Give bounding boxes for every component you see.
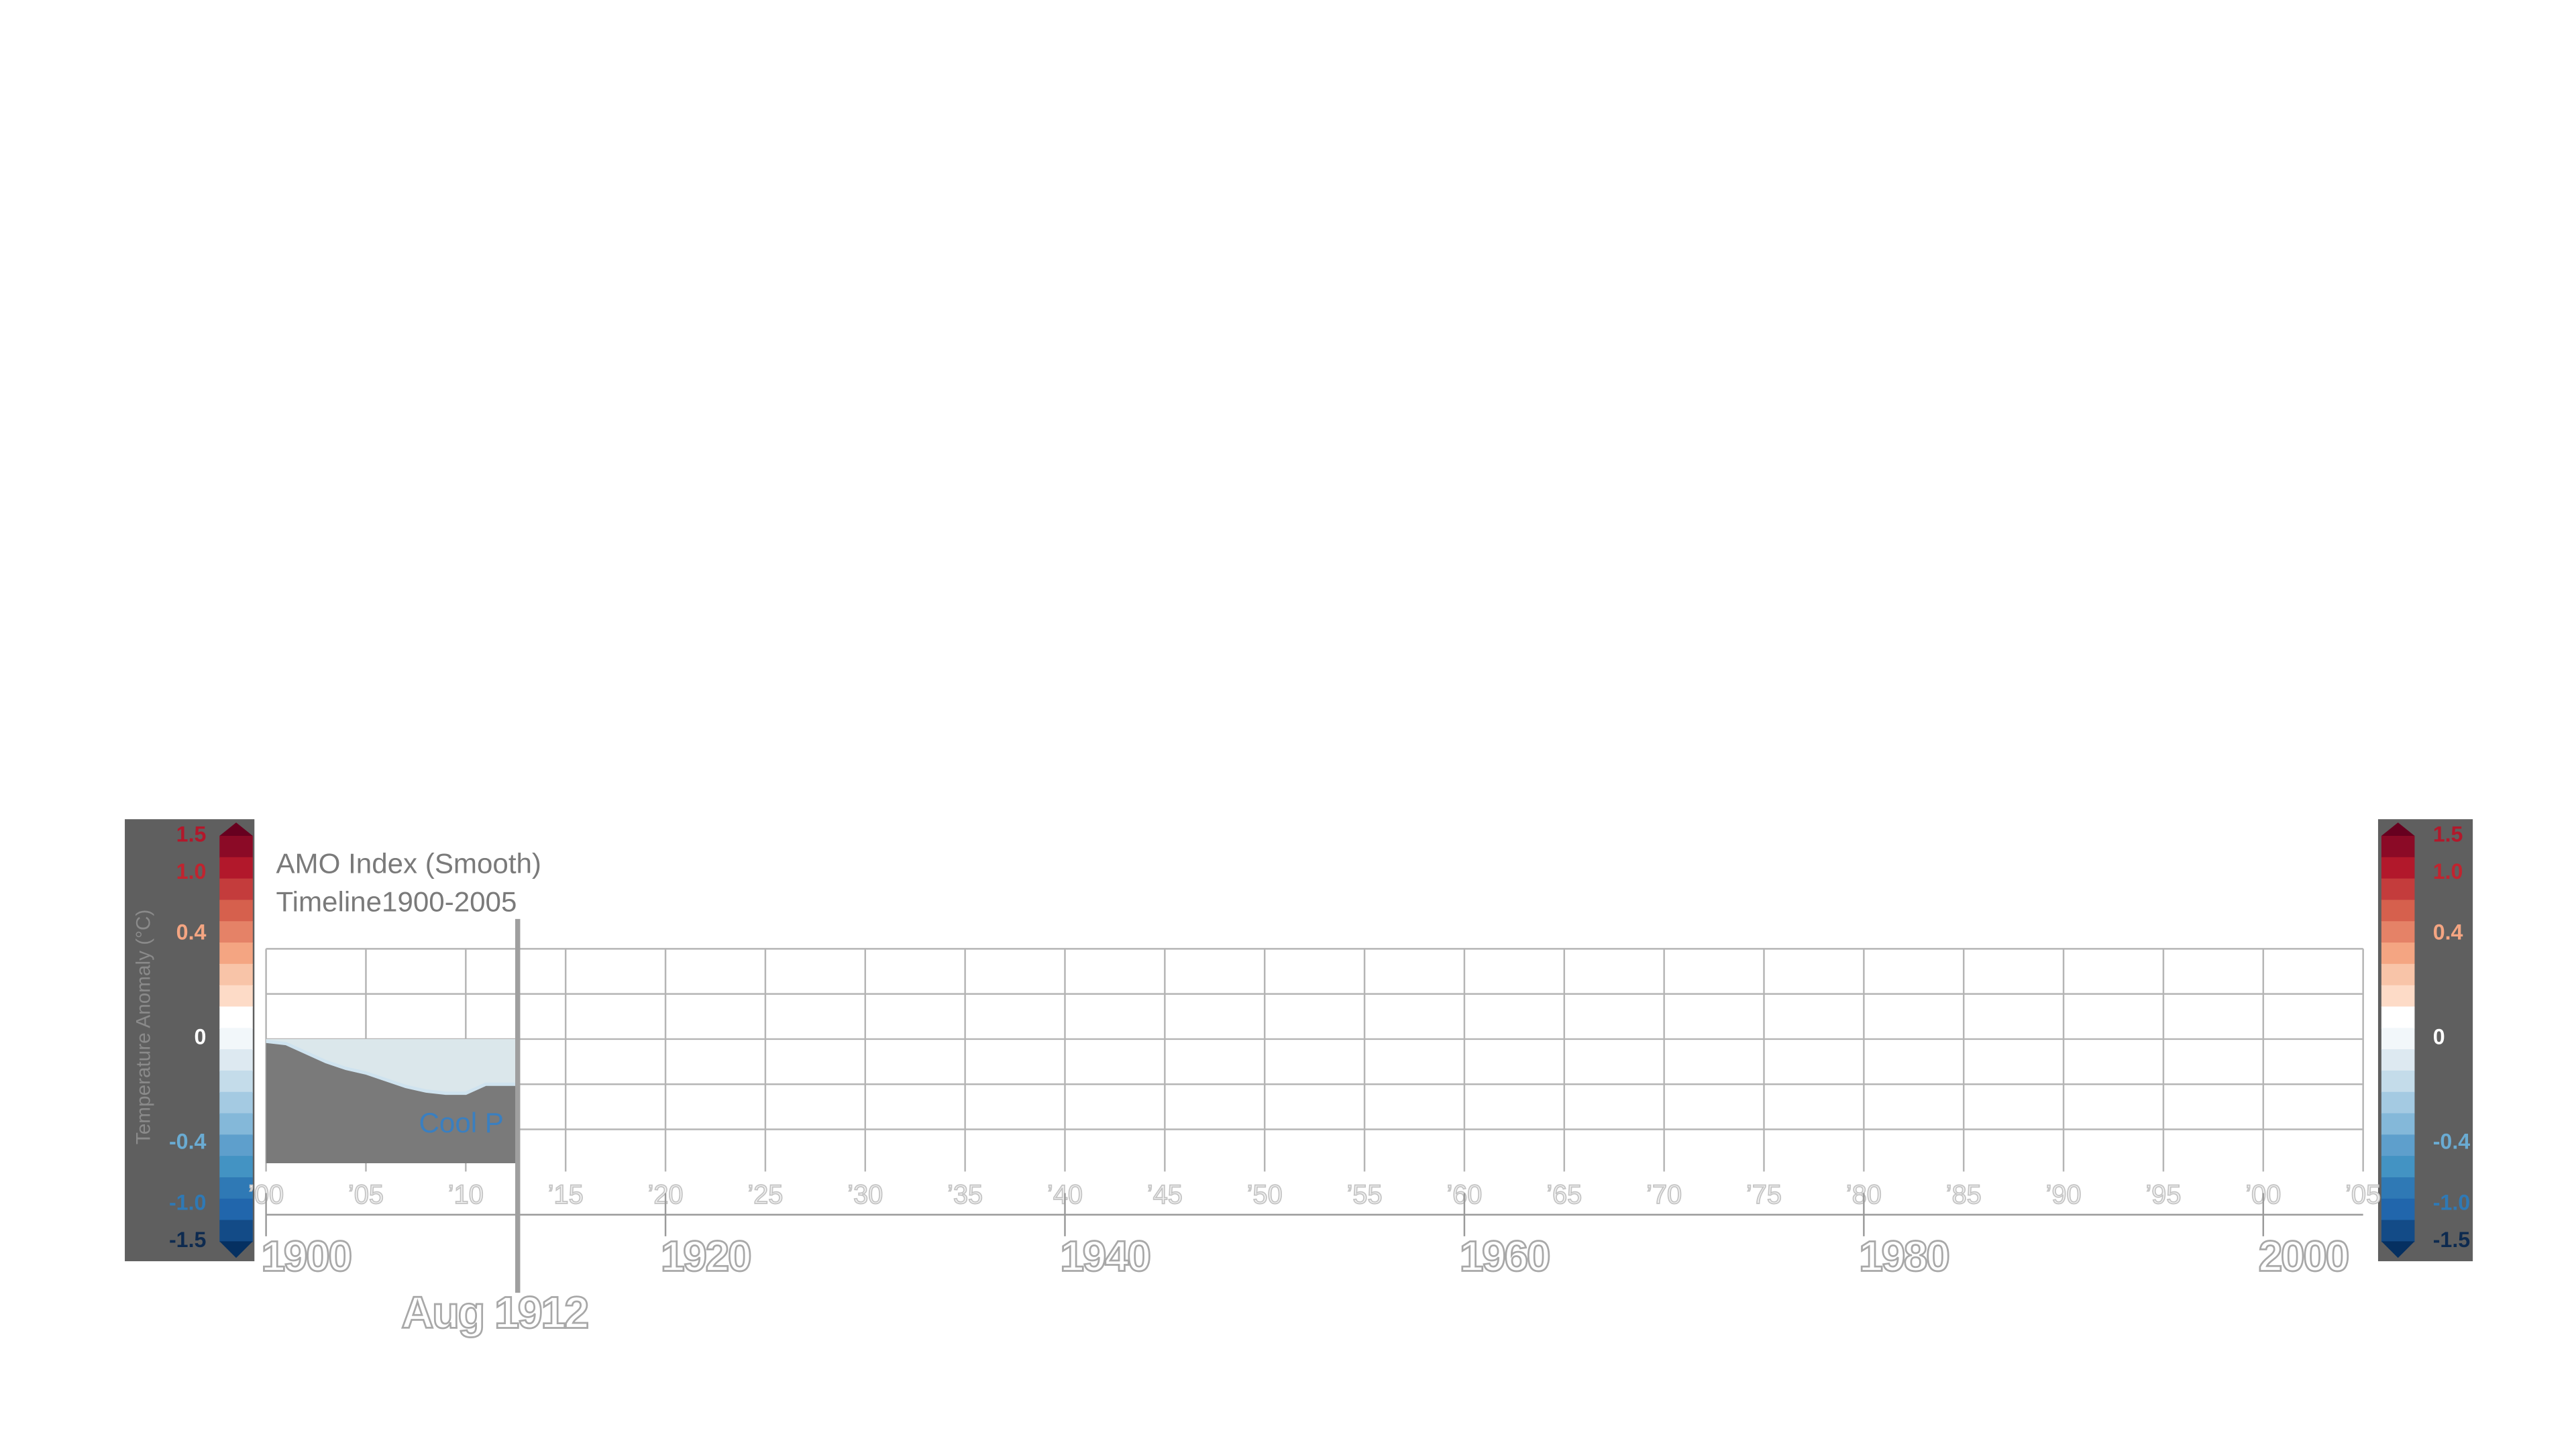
colorbar-swatch: [2381, 1220, 2415, 1242]
x-tick-label: 1980: [1859, 1232, 1949, 1281]
minor-tick-label: ’70: [1646, 1180, 1682, 1210]
colorbar-swatch: [2381, 835, 2415, 859]
minor-tick-label: ’75: [1746, 1180, 1782, 1210]
colorbar-tick-label: -0.4: [169, 1130, 207, 1154]
colorbar-swatch: [2381, 1198, 2415, 1221]
colorbar-swatch: [219, 900, 253, 922]
minor-tick-label: ’50: [1247, 1180, 1283, 1210]
colorbar-swatch: [219, 963, 253, 986]
colorbar-swatch: [219, 985, 253, 1008]
colorbar-swatch: [219, 1113, 253, 1136]
colorbar-swatch: [219, 921, 253, 944]
colorbar-tick-label: -1.5: [2433, 1228, 2470, 1252]
colorbar-swatch: [2381, 1006, 2415, 1029]
colorbar-tick-label: -1.0: [169, 1190, 206, 1214]
annotation: Cool P: [419, 1107, 503, 1138]
colorbar-tick-label: -0.4: [2433, 1130, 2471, 1154]
minor-tick-label: ’95: [2145, 1180, 2181, 1210]
minor-tick-label: ’25: [747, 1180, 783, 1210]
cursor-label: Aug 1912: [401, 1288, 588, 1338]
colorbar-swatch: [219, 1177, 253, 1199]
chart-title: AMO Index (Smooth): [276, 848, 541, 879]
colorbar-swatch: [2381, 1156, 2415, 1179]
x-tick-label: 1900: [261, 1232, 351, 1281]
colorbar-swatch: [219, 1006, 253, 1029]
x-tick-label: 1920: [661, 1232, 751, 1281]
colorbar-swatch: [2381, 943, 2415, 965]
minor-tick-label: ’85: [1946, 1180, 1982, 1210]
colorbar-tick-label: -1.5: [169, 1228, 206, 1252]
colorbar-swatch: [219, 1198, 253, 1221]
colorbar-swatch: [219, 878, 253, 901]
minor-tick-label: ’05: [348, 1180, 384, 1210]
minor-tick-label: ’65: [1546, 1180, 1582, 1210]
colorbar-tick-label: 1.0: [176, 859, 207, 883]
colorbar-tick-label: 0: [195, 1025, 207, 1049]
colorbar-swatch: [2381, 857, 2415, 879]
x-tick-label: 1960: [1460, 1232, 1550, 1281]
colorbar-swatch: [219, 1028, 253, 1051]
minor-tick-label: ’05: [2345, 1180, 2381, 1210]
colorbar-swatch: [219, 943, 253, 965]
colorbar-end: [219, 1241, 253, 1258]
colorbar-swatch: [219, 1049, 253, 1072]
colorbar-swatch: [219, 1091, 253, 1114]
colorbar-swatch: [2381, 1070, 2415, 1093]
colorbar-swatch: [2381, 1091, 2415, 1114]
colorbar-swatch: [2381, 1177, 2415, 1199]
colorbar-tick-label: 1.5: [2433, 822, 2463, 846]
area-band: [266, 1038, 518, 1093]
area-group: Cool P: [266, 1038, 518, 1163]
colorbar-swatch: [219, 835, 253, 859]
colorbar-swatch: [219, 857, 253, 879]
colorbar-tick-label: 1.5: [176, 822, 207, 846]
colorbar-swatch: [2381, 921, 2415, 944]
colorbar-swatch: [219, 1156, 253, 1179]
minor-tick-label: ’15: [548, 1180, 584, 1210]
colorbar-tick-label: 0.4: [2433, 920, 2463, 945]
x-tick-label: 2000: [2259, 1232, 2349, 1281]
colorbar-swatch: [2381, 1113, 2415, 1136]
colorbar-end: [2381, 822, 2415, 836]
colorbar-swatch: [219, 1220, 253, 1242]
colorbar-swatch: [2381, 1028, 2415, 1051]
colorbar-end: [2381, 1241, 2415, 1258]
colorbar-swatch: [2381, 878, 2415, 901]
colorbar-end: [219, 822, 253, 836]
minor-tick-label: ’45: [1147, 1180, 1183, 1210]
minor-tick-label: ’30: [847, 1180, 883, 1210]
area-line: [266, 1039, 518, 1095]
minor-tick-label: ’10: [448, 1180, 484, 1210]
colorbar-swatch: [2381, 1049, 2415, 1072]
minor-tick-label: ’55: [1347, 1180, 1383, 1210]
colorbar-tick-label: 0.4: [176, 920, 207, 945]
colorbar-swatch: [219, 1134, 253, 1157]
colorbar-swatch: [2381, 963, 2415, 986]
colorbar-swatch: [2381, 900, 2415, 922]
x-tick-label: 1940: [1060, 1232, 1150, 1281]
colorbar-label: Temperature Anomaly (°C): [133, 910, 155, 1144]
colorbar-swatch: [2381, 985, 2415, 1008]
colorbar-tick-label: -1.0: [2433, 1190, 2470, 1214]
chart-subtitle: Timeline1900-2005: [276, 886, 517, 918]
colorbar-swatch: [2381, 1134, 2415, 1157]
colorbar-tick-label: 0: [2433, 1025, 2445, 1049]
colorbar-tick-label: 1.0: [2433, 859, 2463, 883]
minor-tick-label: ’90: [2046, 1180, 2082, 1210]
area-fill: [266, 1041, 518, 1163]
colorbar-swatch: [219, 1070, 253, 1093]
minor-tick-label: ’35: [947, 1180, 983, 1210]
